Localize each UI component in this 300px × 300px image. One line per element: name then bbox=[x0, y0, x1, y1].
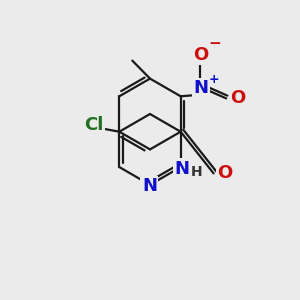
Text: O: O bbox=[231, 89, 246, 107]
Text: −: − bbox=[208, 36, 221, 51]
Text: N: N bbox=[194, 79, 208, 97]
Text: O: O bbox=[193, 46, 208, 64]
Text: H: H bbox=[191, 164, 203, 178]
Text: O: O bbox=[218, 164, 232, 182]
Text: N: N bbox=[142, 177, 157, 195]
Text: Cl: Cl bbox=[85, 116, 104, 134]
Text: N: N bbox=[175, 160, 190, 178]
Text: +: + bbox=[208, 73, 219, 86]
